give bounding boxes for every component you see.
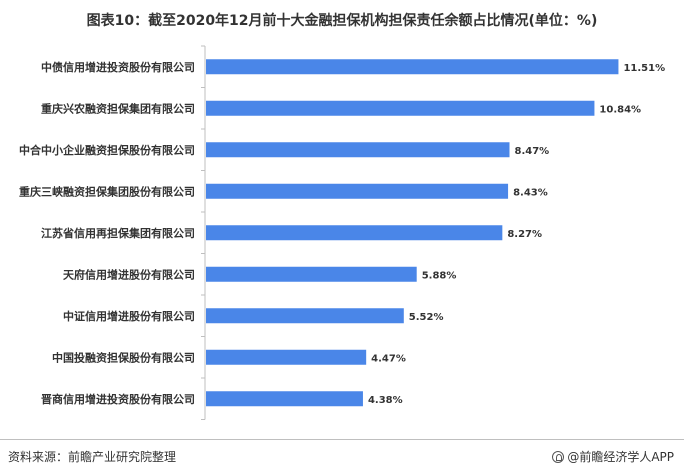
bar [206,100,595,116]
category-label: 中证信用增进股份有限公司 [63,309,195,323]
value-label: 8.27% [507,229,542,240]
footer: 资料来源：前瞻产业研究院整理 @前瞻经济学人APP [0,439,684,468]
category-label: 江苏省信用再担保集团有限公司 [41,226,195,240]
category-label: 晋商信用增进投资股份有限公司 [41,392,195,406]
category-label: 重庆三峡融资担保集团股份有限公司 [19,184,195,198]
value-label: 11.51% [623,63,665,74]
bar [206,59,619,75]
brand-text: @前瞻经济学人APP [567,450,674,464]
bar [206,349,367,365]
source-note: 资料来源：前瞻产业研究院整理 [8,450,177,464]
value-label: 5.88% [422,270,457,281]
bar [206,225,503,241]
value-label: 8.43% [513,187,548,198]
value-label: 4.47% [371,353,406,364]
category-label: 天府信用增进股份有限公司 [63,267,195,281]
category-label: 重庆兴农融资担保集团有限公司 [41,101,195,115]
bar [206,308,404,324]
bar-chart: 中债信用增进投资股份有限公司 11.51% 重庆兴农融资担保集团有限公司 10.84%… [19,45,665,420]
value-label: 5.52% [409,312,444,323]
value-label: 4.38% [368,395,403,406]
bar [206,142,510,158]
value-label: 8.47% [515,146,550,157]
brand-label: @前瞻经济学人APP [552,448,674,465]
bar [206,266,417,282]
bar [206,183,509,199]
category-label: 中债信用增进投资股份有限公司 [41,60,195,74]
category-label: 中国投融资担保股份有限公司 [52,350,195,364]
value-label: 10.84% [599,104,641,115]
bar [206,391,363,407]
chart-title: 图表10：截至2020年12月前十大金融担保机构担保责任余额占比情况(单位：%) [86,13,598,29]
brand-logo-icon [552,451,565,463]
category-label: 中合中小企业融资担保股份有限公司 [19,143,195,157]
